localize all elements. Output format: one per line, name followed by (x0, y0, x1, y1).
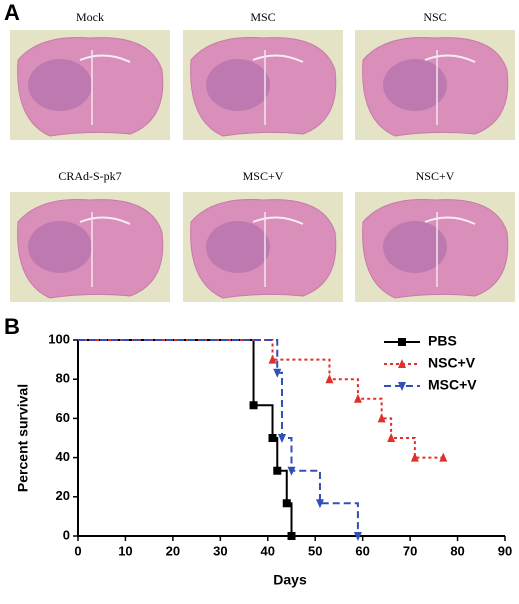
image-caption: MSC (250, 10, 275, 24)
x-axis-label: Days (273, 572, 307, 588)
x-tick-label: 50 (308, 543, 322, 558)
legend-label: NSC+V (428, 355, 476, 371)
ventricle (79, 54, 131, 63)
image-caption: Mock (76, 10, 104, 24)
marker (282, 499, 291, 508)
marker (273, 368, 282, 378)
marker (273, 466, 282, 475)
image-caption: NSC+V (416, 169, 455, 183)
y-tick-label: 80 (56, 371, 70, 386)
histology-image (183, 192, 343, 302)
marker (249, 401, 258, 410)
y-tick-label: 40 (56, 449, 70, 464)
legend-marker (398, 382, 406, 391)
y-tick-label: 20 (56, 488, 70, 503)
marker (387, 433, 396, 442)
marker (353, 393, 362, 403)
tissue-region (28, 59, 92, 111)
image-caption: CRAd-S-pk7 (58, 169, 121, 183)
ventricle (424, 54, 476, 63)
tissue-region (383, 221, 447, 273)
histology-image (355, 30, 515, 140)
survival-step-line (78, 339, 359, 536)
tissue-region (28, 221, 92, 273)
panel-label: B (4, 314, 20, 339)
panel-label: A (4, 0, 20, 25)
histology-image (355, 192, 515, 302)
legend-label: PBS (428, 333, 457, 349)
ventricle (252, 216, 304, 225)
marker (278, 434, 287, 443)
marker (410, 452, 419, 462)
x-tick-label: 40 (261, 543, 275, 558)
ventricle (424, 216, 476, 225)
x-tick-label: 80 (450, 543, 464, 558)
marker (315, 499, 324, 509)
histology-image (10, 30, 170, 140)
y-tick-label: 0 (63, 527, 70, 542)
survival-step-line (78, 339, 293, 536)
marker (353, 532, 362, 541)
histology-image (183, 30, 343, 140)
x-tick-label: 0 (74, 543, 81, 558)
legend-marker (398, 359, 406, 368)
x-tick-label: 30 (213, 543, 227, 558)
x-tick-label: 10 (118, 543, 132, 558)
marker (377, 413, 386, 423)
ventricle (252, 54, 304, 63)
x-tick-label: 20 (166, 543, 180, 558)
ventricle (79, 216, 131, 225)
marker (325, 374, 334, 384)
histology-image (10, 192, 170, 302)
y-tick-label: 60 (56, 410, 70, 425)
y-tick-label: 100 (48, 331, 70, 346)
legend-label: MSC+V (428, 377, 477, 393)
tissue-region (206, 221, 270, 273)
tissue-region (383, 59, 447, 111)
survival-step-line (78, 339, 444, 459)
y-axis-label: Percent survival (15, 384, 31, 492)
marker (268, 434, 277, 442)
marker (287, 466, 296, 476)
x-tick-label: 70 (403, 543, 417, 558)
x-tick-label: 60 (355, 543, 369, 558)
x-tick-label: 90 (498, 543, 512, 558)
image-caption: NSC (423, 10, 446, 24)
legend-marker (398, 338, 406, 346)
marker (268, 354, 277, 364)
marker (439, 452, 448, 462)
tissue-region (206, 59, 270, 111)
image-caption: MSC+V (243, 169, 284, 183)
marker (287, 532, 296, 540)
